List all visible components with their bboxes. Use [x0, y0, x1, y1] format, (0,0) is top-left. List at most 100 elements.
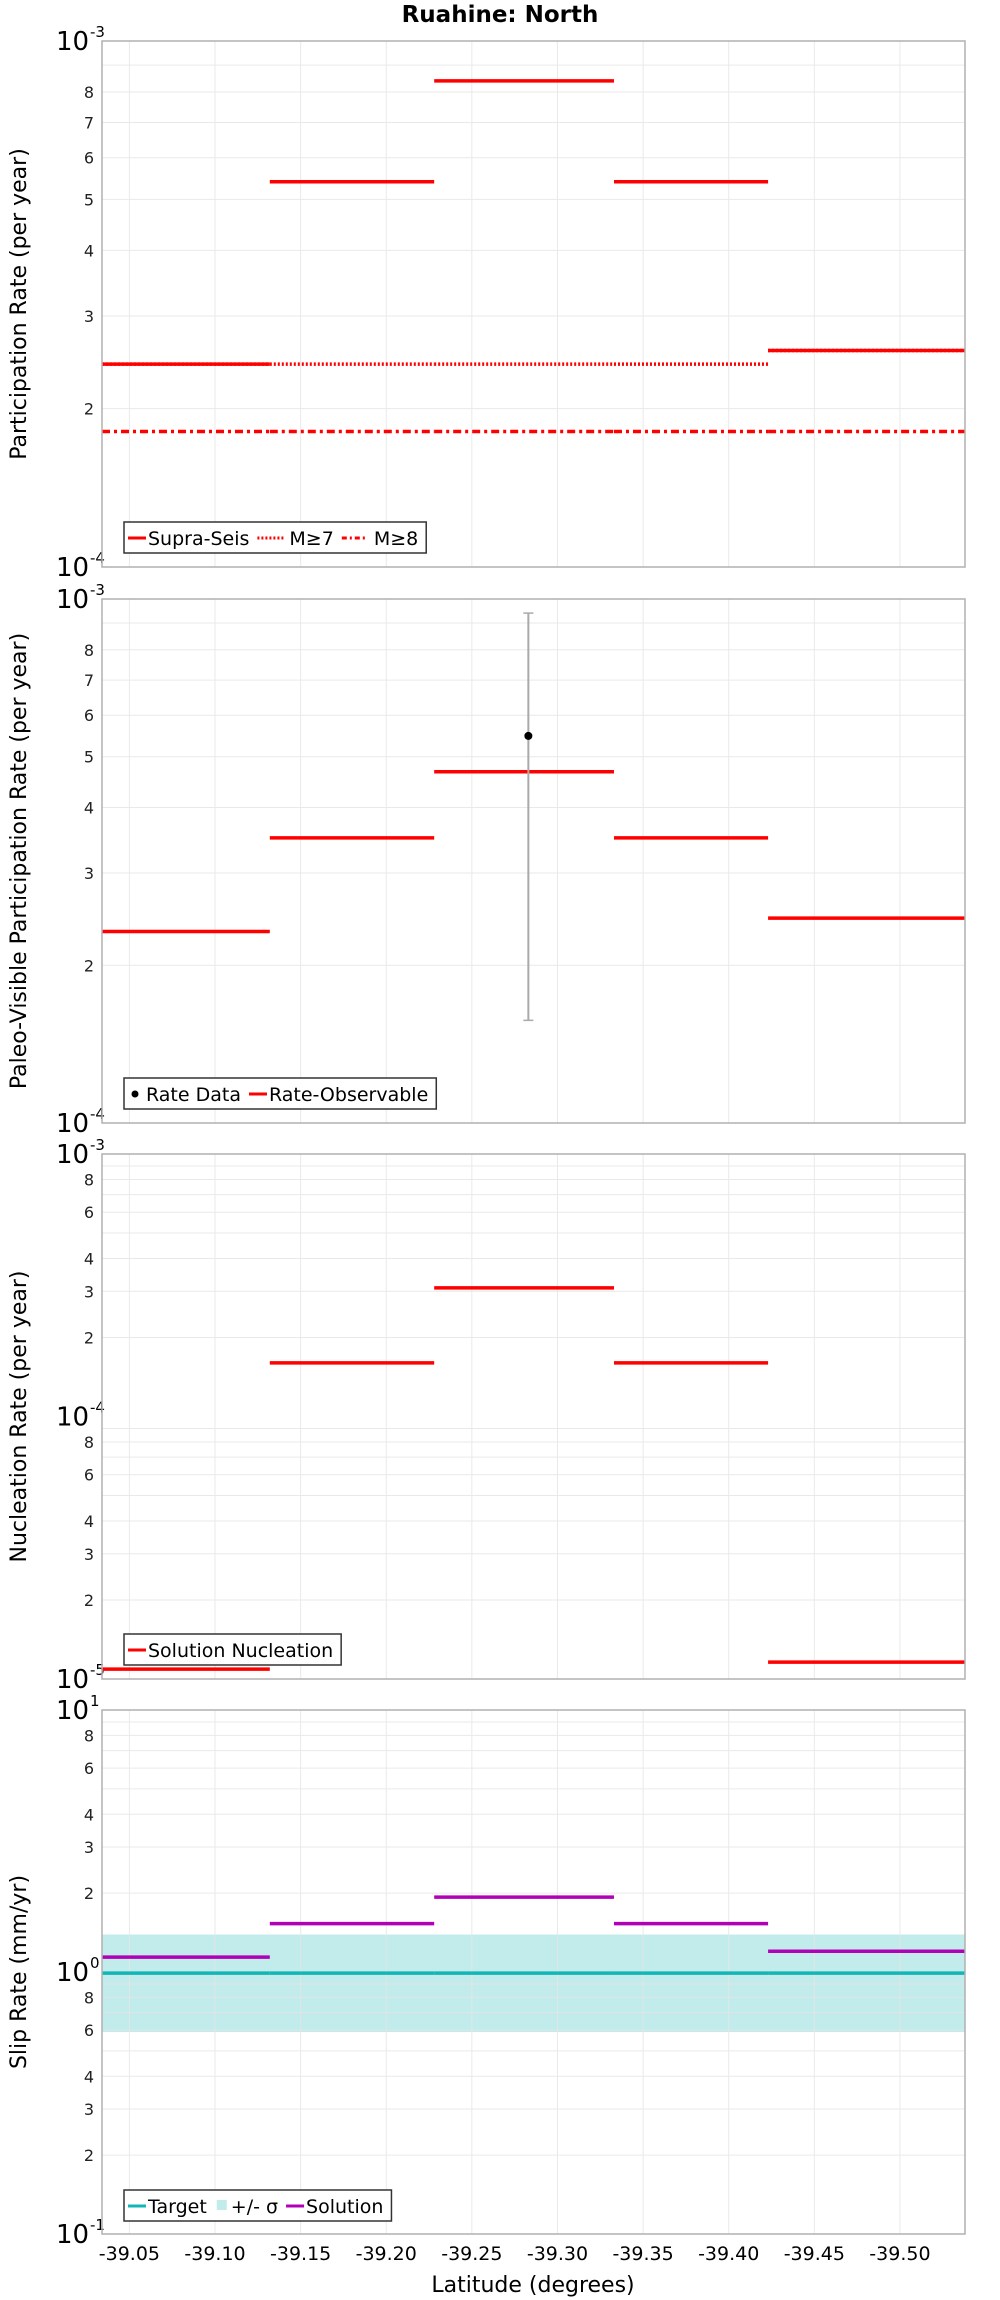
svg-text:1: 1	[90, 1692, 100, 1710]
svg-text:-5: -5	[90, 1661, 105, 1679]
svg-text:10: 10	[56, 1109, 89, 1139]
svg-text:3: 3	[84, 307, 94, 326]
x-tick-label: -39.40	[698, 2243, 759, 2265]
grid	[102, 1154, 965, 1679]
grid	[102, 41, 965, 567]
chart-title: Ruahine: North	[402, 2, 599, 28]
svg-text:-4: -4	[90, 1105, 105, 1123]
svg-text:0: 0	[90, 1954, 100, 1972]
plot-frame	[101, 598, 966, 1124]
y-axis-label: Paleo-Visible Participation Rate (per ye…	[7, 633, 32, 1089]
x-tick-label: -39.10	[184, 2243, 245, 2265]
x-tick-label: -39.35	[612, 2243, 673, 2265]
x-tick-label: -39.25	[441, 2243, 502, 2265]
sigma-band	[102, 1934, 965, 2033]
x-tick-label: -39.20	[356, 2243, 417, 2265]
svg-text:8: 8	[84, 1988, 94, 2007]
svg-text:-3: -3	[90, 581, 105, 599]
svg-text:3: 3	[84, 1545, 94, 1564]
svg-text:2: 2	[84, 1884, 94, 1903]
svg-text:10: 10	[56, 1696, 89, 1726]
x-tick-label: -39.45	[784, 2243, 845, 2265]
svg-text:2: 2	[84, 400, 94, 419]
svg-text:3: 3	[84, 1838, 94, 1857]
rate-data-point	[523, 612, 534, 1022]
svg-text:5: 5	[84, 748, 94, 767]
svg-text:10: 10	[56, 1403, 89, 1433]
svg-text:5: 5	[84, 190, 94, 209]
legend-item: Solution	[286, 2196, 383, 2218]
legend-item: Supra-Seis	[128, 528, 249, 550]
svg-text:4: 4	[84, 2067, 94, 2086]
svg-text:10: 10	[56, 1665, 89, 1695]
legend: Target +/- σ Solution	[123, 2189, 393, 2222]
svg-text:8: 8	[84, 1726, 94, 1745]
svg-text:3: 3	[84, 2100, 94, 2119]
svg-text:Rate Data: Rate Data	[146, 1084, 241, 1106]
svg-text:4: 4	[84, 241, 94, 260]
svg-text:M≥8: M≥8	[374, 528, 418, 550]
svg-text:10: 10	[56, 1958, 89, 1988]
series-rate-observable	[102, 770, 965, 934]
series-m-7	[102, 348, 965, 366]
svg-text:-3: -3	[90, 23, 105, 41]
svg-text:M≥7: M≥7	[289, 528, 333, 550]
svg-text:3: 3	[84, 1282, 94, 1301]
svg-text:4: 4	[84, 1805, 94, 1824]
svg-text:4: 4	[84, 1512, 94, 1531]
y-axis-label: Slip Rate (mm/yr)	[7, 1875, 32, 2069]
svg-text:2: 2	[84, 2146, 94, 2165]
svg-text:+/- σ: +/- σ	[231, 2196, 278, 2218]
series-solution	[102, 1895, 965, 1959]
svg-text:7: 7	[84, 113, 94, 132]
x-tick-label: -39.50	[869, 2243, 930, 2265]
svg-text:-4: -4	[90, 1399, 105, 1417]
svg-text:2: 2	[84, 1591, 94, 1610]
svg-text:10: 10	[56, 2220, 89, 2250]
svg-text:8: 8	[84, 641, 94, 660]
svg-text:10: 10	[56, 27, 89, 57]
svg-text:7: 7	[84, 671, 94, 690]
legend-item: Rate-Observable	[248, 1084, 428, 1106]
legend-item: Solution Nucleation	[128, 1640, 333, 1662]
svg-text:10: 10	[56, 553, 89, 583]
legend-item: Target	[128, 2196, 207, 2218]
svg-text:4: 4	[84, 799, 94, 818]
svg-text:6: 6	[84, 149, 94, 168]
svg-text:10: 10	[56, 1140, 89, 1170]
svg-text:8: 8	[84, 1433, 94, 1452]
svg-text:2: 2	[84, 956, 94, 975]
svg-text:2: 2	[84, 1328, 94, 1347]
grid	[102, 599, 965, 1123]
series-solution-nucleation	[102, 1286, 965, 1671]
plot-frame	[101, 1709, 966, 2235]
svg-text:Rate-Observable: Rate-Observable	[269, 1084, 428, 1106]
x-tick-label: -39.30	[527, 2243, 588, 2265]
svg-text:6: 6	[84, 2021, 94, 2040]
svg-text:4: 4	[84, 1249, 94, 1268]
legend: Supra-Seis M≥7 M≥8	[123, 521, 427, 554]
legend-item: Rate Data	[131, 1084, 241, 1106]
svg-text:Solution Nucleation: Solution Nucleation	[148, 1640, 333, 1662]
svg-text:10: 10	[56, 585, 89, 615]
x-axis-label: Latitude (degrees)	[431, 2273, 634, 2298]
svg-text:-3: -3	[90, 1136, 105, 1154]
svg-text:-1: -1	[90, 2216, 105, 2234]
grid	[102, 1710, 965, 2234]
svg-text:8: 8	[84, 1170, 94, 1189]
y-axis-label: Nucleation Rate (per year)	[7, 1271, 32, 1563]
svg-text:Solution: Solution	[306, 2196, 383, 2218]
svg-text:Supra-Seis: Supra-Seis	[148, 528, 249, 550]
svg-text:Target: Target	[147, 2196, 207, 2218]
y-axis-label: Participation Rate (per year)	[7, 148, 32, 460]
